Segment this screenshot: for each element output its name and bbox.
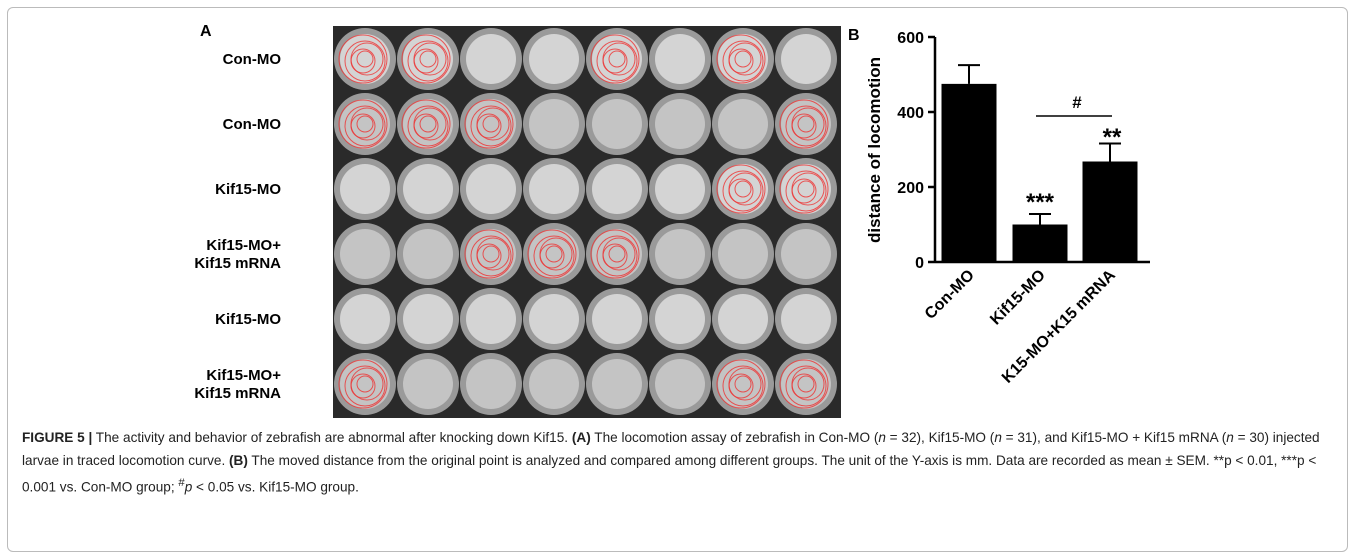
well-inner bbox=[529, 294, 579, 344]
caption-text: = 31), and Kif15-MO + Kif15 mRNA ( bbox=[1002, 430, 1226, 445]
well-inner bbox=[718, 229, 768, 279]
caption: FIGURE 5 | The activity and behavior of … bbox=[22, 427, 1337, 499]
row-label: Kif15 mRNA bbox=[194, 385, 281, 402]
well-inner bbox=[466, 294, 516, 344]
caption-text: The locomotion assay of zebrafish in Con… bbox=[591, 430, 879, 445]
caption-text: (B) bbox=[229, 453, 248, 468]
caption-text: n bbox=[1226, 430, 1234, 445]
well-inner bbox=[781, 294, 831, 344]
row-label: Con-MO bbox=[223, 51, 282, 68]
well-inner bbox=[592, 164, 642, 214]
significance-mark: *** bbox=[1026, 189, 1055, 216]
well-inner bbox=[718, 99, 768, 149]
well-inner bbox=[655, 359, 705, 409]
well-inner bbox=[655, 229, 705, 279]
significance-mark: # bbox=[1072, 93, 1082, 112]
well-inner bbox=[655, 99, 705, 149]
page: A Con-MOCon-MOKif15-MOKif15-MO+Kif15 mRN… bbox=[0, 0, 1357, 560]
well-inner bbox=[718, 294, 768, 344]
caption-text: = 32), Kif15-MO ( bbox=[886, 430, 994, 445]
well-inner bbox=[781, 229, 831, 279]
caption-text: n bbox=[994, 430, 1002, 445]
well-inner bbox=[529, 34, 579, 84]
well-inner bbox=[403, 359, 453, 409]
caption-text: FIGURE 5 | bbox=[22, 430, 92, 445]
well-inner bbox=[403, 294, 453, 344]
well-inner bbox=[592, 294, 642, 344]
row-label: Kif15-MO bbox=[215, 311, 281, 328]
row-label: Kif15-MO+ bbox=[206, 367, 281, 384]
bar bbox=[1013, 225, 1068, 263]
significance-mark: ** bbox=[1103, 124, 1122, 151]
well-inner bbox=[529, 164, 579, 214]
well-plate bbox=[333, 26, 841, 418]
well-inner bbox=[466, 359, 516, 409]
well-inner bbox=[592, 99, 642, 149]
y-tick-label: 600 bbox=[897, 30, 924, 47]
caption-text: n bbox=[878, 430, 886, 445]
well-inner bbox=[403, 229, 453, 279]
caption-text: (A) bbox=[572, 430, 591, 445]
well-inner bbox=[529, 99, 579, 149]
x-tick-label: K15-MO+K15 mRNA bbox=[999, 266, 1119, 386]
panel-label: A bbox=[200, 23, 212, 40]
y-tick-label: 0 bbox=[915, 255, 924, 272]
row-label: Kif15-MO bbox=[215, 181, 281, 198]
well-inner bbox=[340, 294, 390, 344]
well-inner bbox=[655, 294, 705, 344]
bar bbox=[1083, 162, 1138, 263]
well-inner bbox=[781, 34, 831, 84]
row-label: Con-MO bbox=[223, 116, 282, 133]
well-inner bbox=[592, 359, 642, 409]
well-inner bbox=[403, 164, 453, 214]
y-axis-label: distance of locomotion bbox=[865, 57, 884, 243]
y-tick-label: 200 bbox=[897, 180, 924, 197]
bar bbox=[942, 84, 997, 262]
row-label: Kif15 mRNA bbox=[194, 255, 281, 272]
well-inner bbox=[655, 34, 705, 84]
caption-text: The activity and behavior of zebrafish a… bbox=[92, 430, 572, 445]
well-inner bbox=[529, 359, 579, 409]
panel-label: B bbox=[848, 27, 860, 44]
y-tick-label: 400 bbox=[897, 105, 924, 122]
x-tick-label: Kif15-MO bbox=[987, 267, 1049, 329]
well-inner bbox=[655, 164, 705, 214]
well-inner bbox=[340, 229, 390, 279]
x-tick-label: Con-MO bbox=[922, 267, 978, 323]
well-inner bbox=[466, 34, 516, 84]
well-inner bbox=[340, 164, 390, 214]
row-label: Kif15-MO+ bbox=[206, 237, 281, 254]
caption-text: < 0.05 vs. Kif15-MO group. bbox=[192, 480, 359, 495]
well-inner bbox=[466, 164, 516, 214]
